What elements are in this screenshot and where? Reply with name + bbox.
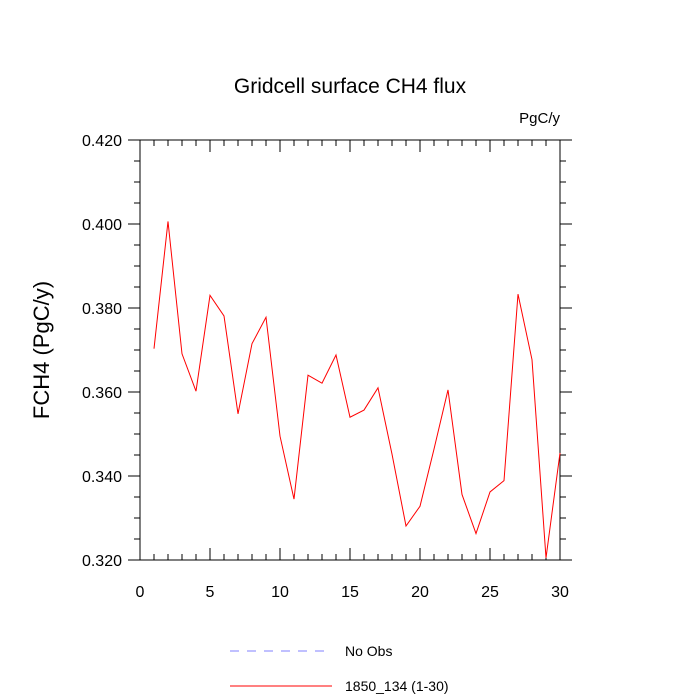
- y-tick-label: 0.420: [82, 133, 122, 150]
- x-tick-label: 5: [206, 584, 215, 601]
- y-tick-label: 0.380: [82, 301, 122, 318]
- legend-label: No Obs: [345, 643, 392, 659]
- x-tick-label: 20: [411, 584, 429, 601]
- x-tick-label: 25: [481, 584, 499, 601]
- y-tick-label: 0.400: [82, 217, 122, 234]
- y-tick-labels: 0.320 0.340 0.360 0.380 0.400 0.420: [82, 133, 122, 570]
- x-tick-label: 15: [341, 584, 359, 601]
- units-label: PgC/y: [519, 110, 560, 127]
- chart-title: Gridcell surface CH4 flux: [234, 75, 467, 98]
- series-line-1: [153, 221, 561, 558]
- legend-label: 1850_134 (1-30): [345, 678, 449, 694]
- x-tick-label: 10: [271, 584, 289, 601]
- legend: No Obs 1850_134 (1-30): [230, 643, 449, 694]
- y-tick-label: 0.320: [82, 553, 122, 570]
- plot-frame: [139, 139, 561, 561]
- x-tick-label: 0: [136, 584, 145, 601]
- y-axis-label: FCH4 (PgC/y): [29, 281, 54, 419]
- x-tick-labels: 0 5 10 15 20 25 30: [136, 584, 569, 601]
- y-tick-label: 0.360: [82, 385, 122, 402]
- y-tick-label: 0.340: [82, 469, 122, 486]
- x-tick-label: 30: [551, 584, 569, 601]
- axis-ticks: [128, 139, 572, 561]
- series-layer: [153, 221, 561, 558]
